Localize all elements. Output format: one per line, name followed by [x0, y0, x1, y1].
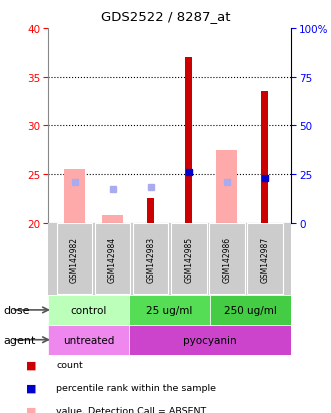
- Bar: [129, 295, 210, 325]
- Text: GDS2522 / 8287_at: GDS2522 / 8287_at: [101, 10, 230, 23]
- Text: untreated: untreated: [63, 335, 114, 345]
- Text: pyocyanin: pyocyanin: [183, 335, 237, 345]
- Bar: [185, 58, 192, 223]
- Bar: [95, 224, 130, 294]
- Bar: [133, 224, 168, 294]
- Bar: [210, 295, 291, 325]
- Text: ■: ■: [26, 360, 37, 370]
- Text: 25 ug/ml: 25 ug/ml: [146, 305, 193, 315]
- Bar: [64, 170, 85, 223]
- Text: GSM142985: GSM142985: [184, 236, 193, 282]
- Bar: [209, 224, 245, 294]
- Text: 250 ug/ml: 250 ug/ml: [224, 305, 277, 315]
- Bar: [171, 224, 207, 294]
- Text: agent: agent: [3, 335, 36, 345]
- Bar: [129, 325, 291, 355]
- Bar: [48, 295, 129, 325]
- Text: GSM142982: GSM142982: [70, 236, 79, 282]
- Text: value, Detection Call = ABSENT: value, Detection Call = ABSENT: [56, 406, 207, 413]
- Bar: [57, 224, 92, 294]
- Text: count: count: [56, 361, 83, 370]
- Bar: [102, 215, 123, 223]
- Text: percentile rank within the sample: percentile rank within the sample: [56, 383, 216, 392]
- Text: GSM142984: GSM142984: [108, 236, 117, 282]
- Text: ■: ■: [26, 383, 37, 393]
- Text: GSM142983: GSM142983: [146, 236, 155, 282]
- Text: dose: dose: [3, 305, 30, 315]
- Bar: [147, 199, 154, 223]
- Text: ■: ■: [26, 406, 37, 413]
- Text: GSM142986: GSM142986: [222, 236, 231, 282]
- Text: GSM142987: GSM142987: [260, 236, 269, 282]
- Bar: [48, 325, 129, 355]
- Bar: [247, 224, 283, 294]
- Bar: [261, 92, 268, 223]
- Bar: [216, 150, 237, 223]
- Text: control: control: [71, 305, 107, 315]
